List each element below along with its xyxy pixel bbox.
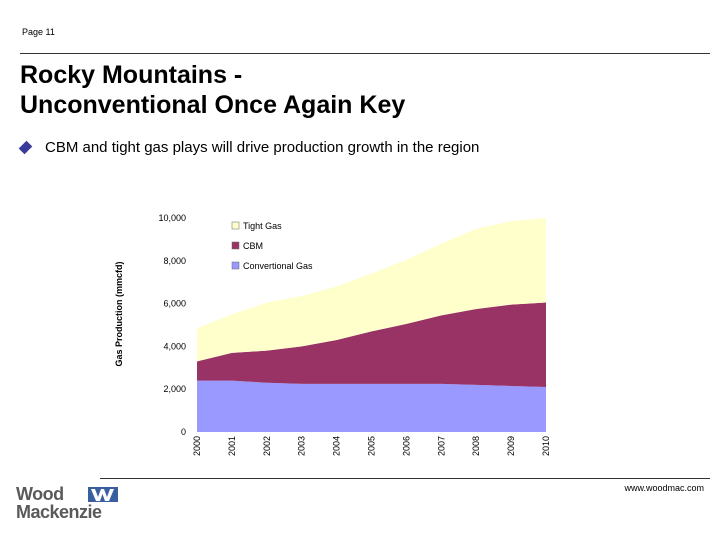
bullet-point: CBM and tight gas plays will drive produ… [18,139,480,156]
title-line-1: Rocky Mountains - [20,61,243,89]
area-tight-gas [197,218,546,362]
legend-swatch [231,241,240,250]
legend-label: CBM [243,241,263,251]
title-line-2: Unconventional Once Again Key [20,91,406,119]
wood-mackenzie-logo: Wood Mackenzie [16,484,118,524]
area-cbm [197,302,546,388]
x-tick-label: 2010 [541,436,551,456]
plot-area [197,218,546,432]
x-tick-label: 2005 [367,436,377,456]
logo-text-line-1: Wood [16,484,64,504]
bottom-divider [100,478,710,479]
diamond-bullet-icon [18,140,33,155]
page-title: Rocky Mountains - Unconventional Once Ag… [20,60,405,120]
x-tick-label: 2009 [506,436,516,456]
logo-text-line-2: Mackenzie [16,502,102,522]
legend-swatch [231,261,240,270]
x-tick-label: 2002 [262,436,272,456]
legend: Tight Gas CBM Convertional Gas [231,221,313,271]
y-tick-label: 4,000 [163,341,186,351]
top-divider [20,53,710,54]
axes: 10,000 8,000 6,000 4,000 2,000 0 2000 2001 2002 2… [158,213,551,456]
legend-swatch [231,221,240,230]
y-axis-label: Gas Production (mmcfd) [114,261,124,366]
x-tick-label: 2008 [471,436,481,456]
x-tick-label: 2006 [401,436,411,456]
w-logo-icon [88,487,118,502]
y-tick-label: 6,000 [163,299,186,309]
y-tick-label: 2,000 [163,384,186,394]
y-tick-label: 0 [181,427,186,437]
x-tick-label: 2004 [332,436,342,456]
gas-production-chart: 10,000 8,000 6,000 4,000 2,000 0 2000 2001 2002 2… [114,213,551,456]
x-tick-label: 2000 [192,436,202,456]
bullet-text: CBM and tight gas plays will drive produ… [45,139,480,156]
legend-label: Tight Gas [243,221,282,231]
website-url[interactable]: www.woodmac.com [624,483,704,493]
x-tick-label: 2007 [436,436,446,456]
page-number: Page 11 [22,27,55,37]
y-tick-label: 8,000 [163,256,186,266]
x-tick-label: 2001 [227,436,237,456]
area-conventional-gas [197,380,546,432]
legend-label: Convertional Gas [243,261,313,271]
y-tick-label: 10,000 [158,213,186,223]
x-tick-label: 2003 [297,436,307,456]
